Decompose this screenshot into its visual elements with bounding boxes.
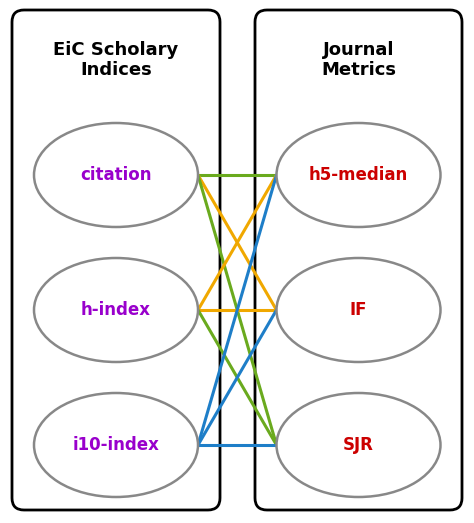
Text: Journal
Metrics: Journal Metrics	[321, 41, 396, 79]
Text: IF: IF	[350, 301, 367, 319]
Ellipse shape	[34, 123, 198, 227]
Ellipse shape	[276, 258, 440, 362]
Ellipse shape	[276, 393, 440, 497]
Text: i10-index: i10-index	[73, 436, 159, 454]
Text: SJR: SJR	[343, 436, 374, 454]
FancyBboxPatch shape	[12, 10, 220, 510]
Ellipse shape	[34, 393, 198, 497]
Text: h5-median: h5-median	[309, 166, 408, 184]
Text: citation: citation	[80, 166, 152, 184]
FancyBboxPatch shape	[255, 10, 462, 510]
Ellipse shape	[34, 258, 198, 362]
Text: h-index: h-index	[81, 301, 151, 319]
Ellipse shape	[276, 123, 440, 227]
Text: EiC Scholary
Indices: EiC Scholary Indices	[54, 41, 179, 79]
